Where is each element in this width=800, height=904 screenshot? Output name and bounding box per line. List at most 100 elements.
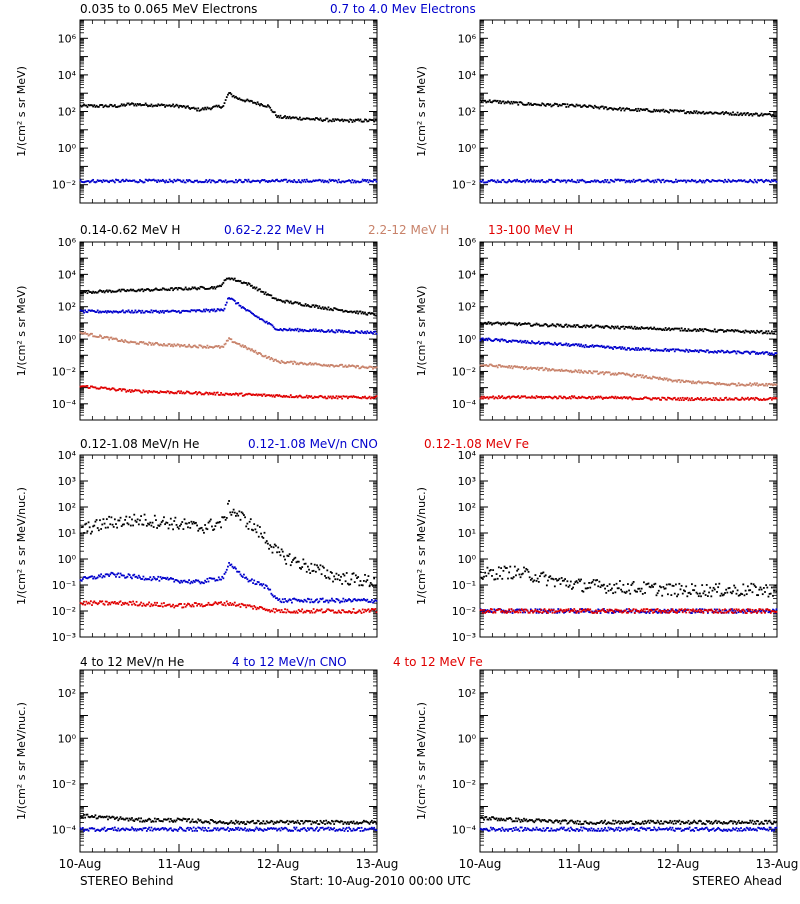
data-point bbox=[512, 103, 514, 105]
data-point bbox=[195, 522, 197, 524]
data-point bbox=[192, 604, 194, 606]
data-point bbox=[292, 181, 294, 183]
data-point bbox=[149, 522, 151, 524]
data-point bbox=[144, 514, 146, 516]
data-point bbox=[624, 328, 626, 330]
data-point bbox=[635, 347, 637, 349]
series-header-label: 0.12-1.08 MeV Fe bbox=[424, 437, 529, 451]
data-series bbox=[480, 321, 778, 334]
data-point bbox=[195, 602, 197, 604]
data-point bbox=[222, 577, 224, 579]
data-point bbox=[605, 181, 607, 183]
data-point bbox=[365, 119, 367, 121]
data-point bbox=[138, 181, 140, 183]
y-tick-label: 10⁴ bbox=[58, 449, 77, 462]
data-point bbox=[563, 326, 565, 328]
data-point bbox=[722, 329, 724, 331]
data-point bbox=[511, 101, 513, 103]
y-tick-label: 10⁻⁴ bbox=[452, 398, 477, 411]
data-series bbox=[80, 297, 378, 335]
data-point bbox=[566, 103, 568, 105]
data-point bbox=[680, 330, 682, 332]
data-point bbox=[92, 578, 94, 580]
data-point bbox=[770, 397, 772, 399]
data-point bbox=[589, 370, 591, 372]
data-point bbox=[508, 396, 510, 398]
data-point bbox=[237, 395, 239, 397]
data-point bbox=[230, 338, 232, 340]
data-point bbox=[653, 181, 655, 183]
data-point bbox=[200, 392, 202, 394]
data-point bbox=[316, 305, 318, 307]
data-point bbox=[97, 310, 99, 312]
panel-frame bbox=[80, 20, 377, 203]
y-tick-label: 10⁰ bbox=[458, 142, 477, 155]
data-point bbox=[326, 118, 328, 120]
data-point bbox=[128, 523, 130, 525]
data-point bbox=[158, 312, 160, 314]
data-point bbox=[277, 115, 279, 117]
data-point bbox=[301, 329, 303, 331]
data-point bbox=[370, 582, 372, 584]
data-point bbox=[592, 372, 594, 374]
series-header-label: 0.14-0.62 MeV H bbox=[80, 223, 180, 237]
data-point bbox=[524, 340, 526, 342]
data-point bbox=[281, 549, 283, 551]
data-point bbox=[722, 350, 724, 352]
data-point bbox=[179, 392, 181, 394]
data-point bbox=[315, 571, 317, 573]
data-point bbox=[500, 181, 502, 183]
data-point bbox=[117, 179, 119, 181]
data-point bbox=[128, 604, 130, 606]
data-point bbox=[229, 512, 231, 514]
data-point bbox=[574, 326, 576, 328]
data-point bbox=[257, 525, 259, 527]
data-point bbox=[254, 528, 256, 530]
data-point bbox=[322, 306, 324, 308]
data-point bbox=[635, 108, 637, 110]
data-point bbox=[114, 104, 116, 106]
data-point bbox=[184, 288, 186, 290]
data-point bbox=[366, 599, 368, 601]
data-point bbox=[355, 312, 357, 314]
y-tick-label: 10⁻² bbox=[52, 605, 76, 618]
data-point bbox=[179, 582, 181, 584]
data-point bbox=[487, 339, 489, 341]
data-point bbox=[221, 284, 223, 286]
data-point bbox=[621, 346, 623, 348]
data-point bbox=[198, 581, 200, 583]
data-point bbox=[226, 96, 228, 98]
data-point bbox=[162, 606, 164, 608]
data-point bbox=[246, 284, 248, 286]
data-point bbox=[180, 580, 182, 582]
data-point bbox=[603, 181, 605, 183]
data-point bbox=[517, 395, 519, 397]
data-point bbox=[213, 308, 215, 310]
data-point bbox=[681, 327, 683, 329]
data-point bbox=[329, 578, 331, 580]
y-tick-label: 10⁶ bbox=[58, 32, 77, 45]
data-point bbox=[140, 515, 142, 517]
y-tick-label: 10² bbox=[458, 106, 476, 119]
data-point bbox=[89, 387, 91, 389]
data-point bbox=[283, 611, 285, 613]
data-point bbox=[185, 182, 187, 184]
data-point bbox=[150, 525, 152, 527]
data-point bbox=[266, 540, 268, 542]
data-point bbox=[227, 94, 229, 96]
data-point bbox=[213, 286, 215, 288]
data-point bbox=[225, 343, 227, 345]
data-point bbox=[300, 568, 302, 570]
data-point bbox=[300, 182, 302, 184]
data-point bbox=[222, 310, 224, 312]
data-point bbox=[755, 384, 757, 386]
data-point bbox=[244, 516, 246, 518]
y-tick-label: 10⁰ bbox=[58, 142, 77, 155]
data-point bbox=[132, 601, 134, 603]
data-point bbox=[704, 399, 706, 401]
data-point bbox=[168, 181, 170, 183]
data-point bbox=[587, 372, 589, 374]
data-point bbox=[338, 599, 340, 601]
